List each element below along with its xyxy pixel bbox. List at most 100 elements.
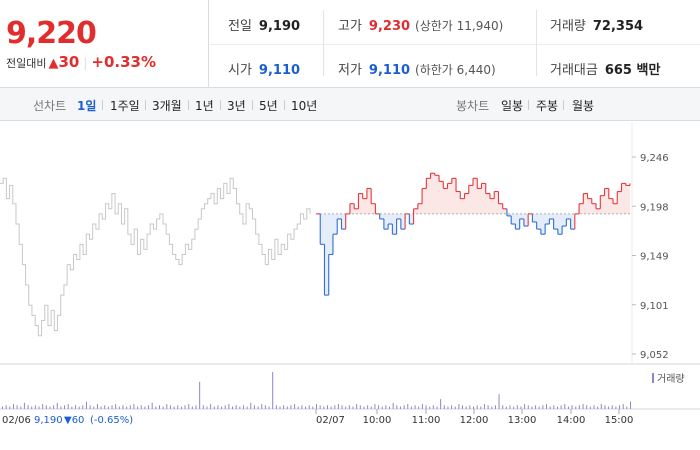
price-fill-segment <box>570 213 575 230</box>
price-fill-segment <box>515 213 520 230</box>
volume-bar <box>31 406 33 409</box>
price-fill-segment <box>485 193 490 214</box>
price-fill-segment <box>498 203 503 214</box>
candle-daily-tab[interactable]: 일봉 <box>501 99 524 113</box>
candle-monthly-tab[interactable]: 월봉 <box>572 99 595 113</box>
price-fill-segment <box>617 191 622 214</box>
period-1w-tab[interactable]: 1주일 <box>110 99 140 113</box>
volume-bar <box>385 405 387 409</box>
volume-bar <box>553 405 555 409</box>
price-fill-segment <box>388 213 393 225</box>
volume-bar <box>107 406 109 409</box>
period-divider <box>145 100 146 110</box>
volume-bar <box>9 406 11 409</box>
volume-bar <box>53 405 55 409</box>
y-tick-label: 9,101 <box>640 301 669 312</box>
price-fill-segment <box>349 203 355 214</box>
volume-bar <box>531 406 533 409</box>
price-fill-segment <box>481 183 486 214</box>
volume-bar <box>567 406 569 409</box>
price-fill-segment <box>511 213 516 225</box>
volume-bar <box>184 405 186 409</box>
volume-bar <box>151 402 153 409</box>
volume-bar <box>378 405 380 409</box>
volume-bar <box>78 406 80 409</box>
current-price: 9,220 <box>6 16 97 51</box>
price-fill-segment <box>468 185 473 214</box>
volume-bar <box>549 406 551 409</box>
volume-bar <box>257 406 259 409</box>
price-fill-segment <box>409 213 414 225</box>
volume-bar <box>600 404 602 409</box>
stat-open: 시가 9,110 <box>228 63 301 78</box>
volume-bar <box>399 406 401 409</box>
volume-bar <box>516 405 518 409</box>
volume-bar <box>188 404 190 409</box>
price-fill-segment <box>320 213 325 245</box>
volume-bar <box>275 405 277 409</box>
period-3m-tab[interactable]: 3개월 <box>152 99 182 113</box>
volume-bars <box>2 372 631 409</box>
volume-bar <box>432 405 434 409</box>
volume-bar <box>45 405 47 409</box>
volume-bar <box>93 406 95 409</box>
stat-row-divider <box>210 44 700 45</box>
volume-bar <box>578 405 580 409</box>
volume-bar <box>556 406 558 409</box>
volume-bar <box>462 405 464 409</box>
volume-bar <box>148 405 150 409</box>
price-fill-segment <box>396 213 401 219</box>
period-5y-tab[interactable]: 5년 <box>259 99 278 113</box>
x-tick-label: 12:00 <box>460 415 489 426</box>
price-fill-segment <box>443 188 448 214</box>
stat-high: 고가 9,230 (상한가 11,940) <box>338 19 504 34</box>
volume-bar <box>367 405 369 409</box>
volume-bar <box>622 404 624 409</box>
price-fill-segment <box>332 213 338 235</box>
volume-bar <box>261 404 263 409</box>
candle-weekly-tab[interactable]: 주봉 <box>536 99 559 113</box>
stat-grid: 전일 9,190 고가 9,230 (상한가 11,940) 거래량 72,354 시가… <box>210 0 700 88</box>
volume-bar <box>169 405 171 409</box>
volume-bar <box>626 406 628 409</box>
period-3y-tab[interactable]: 3년 <box>227 99 246 113</box>
volume-bar <box>421 404 423 409</box>
period-1y-tab[interactable]: 1년 <box>195 99 214 113</box>
period-divider <box>220 100 221 110</box>
price-fill-segment <box>371 203 376 214</box>
volume-bar <box>290 405 292 409</box>
price-fill-segment <box>439 181 444 214</box>
price-fill-segment <box>354 208 359 214</box>
price-fill-segment <box>596 208 601 214</box>
volume-bar <box>195 405 197 409</box>
volume-bar <box>49 406 51 409</box>
change-value: 30 <box>58 53 80 71</box>
volume-bar <box>294 404 296 409</box>
volume-bar <box>319 405 321 409</box>
price-fill-segment <box>553 213 558 230</box>
volume-bar <box>5 405 7 409</box>
period-10y-tab[interactable]: 10년 <box>291 99 318 113</box>
change-divider: | <box>83 56 88 70</box>
volume-bar <box>436 406 438 409</box>
price-fill-segment <box>451 178 457 214</box>
prev-day-change: ▼60 <box>64 415 84 426</box>
volume-bar <box>286 406 288 409</box>
volume-bar <box>180 406 182 409</box>
volume-bar <box>60 406 62 409</box>
period-1d-tab[interactable]: 1일 <box>77 99 97 113</box>
y-tick-label: 9,198 <box>640 202 669 213</box>
stock-summary: 9,220 전일대비 ▲30 | +0.33% 전일 9,190 고가 9,230 (상한가… <box>0 0 700 88</box>
today-fill <box>320 173 630 296</box>
period-divider <box>563 100 564 110</box>
price-fill-segment <box>447 183 452 214</box>
volume-bar <box>228 404 230 409</box>
volume-bar <box>129 405 131 409</box>
change-row: 전일대비 ▲30 | +0.33% <box>6 53 156 71</box>
volume-bar <box>582 404 584 409</box>
price-fill-segment <box>587 198 592 214</box>
volume-bar <box>451 405 453 409</box>
volume-bar <box>418 406 420 409</box>
price-fill-segment <box>337 213 342 219</box>
volume-bar <box>425 405 427 409</box>
